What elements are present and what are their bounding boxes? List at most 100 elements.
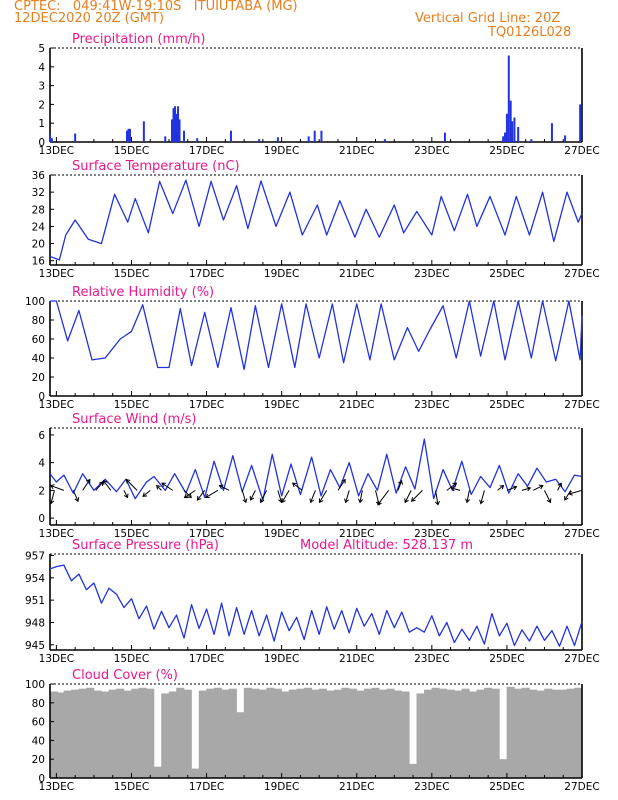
cloud-bar [176,687,185,778]
wind-vector-head [49,484,55,490]
wind-vector-head [398,479,403,485]
wind-vector-head [99,481,104,486]
precip-bar [550,123,553,142]
x-tick-label: 21DEC [339,145,374,157]
x-tick-label: 23DEC [414,145,449,157]
x-tick-label: 25DEC [489,781,524,793]
wind-vector [161,482,174,491]
cloud-bar [303,687,312,778]
cloud-bar [50,691,59,778]
x-tick-label: 21DEC [339,528,374,540]
x-tick-label: 27DEC [564,781,599,793]
cloud-bar [251,688,260,778]
wind-vector-head [538,484,544,490]
wind-vector-head [499,484,505,490]
cloud-bar [101,691,110,778]
cloud-bar [393,690,403,778]
x-tick-label: 17DEC [189,268,224,280]
y-tick-label: 4 [38,62,45,74]
wind-vector-head [450,486,456,492]
header-date-line: 12DEC2020 20Z (GMT) [14,11,165,26]
cloud-bar [333,689,343,778]
x-tick-label: 25DEC [489,399,524,411]
wind-vector [497,484,505,491]
wind-vector-head [142,492,148,497]
wind-vector [318,490,328,504]
wind-vector-head [249,495,255,501]
cloud-bar [273,688,282,778]
cloud-bar [56,692,65,778]
wind-vector [434,490,441,506]
series-line [49,179,583,261]
wind-vector-shaft [359,490,363,503]
y-tick-label: 957 [25,550,45,562]
wind-vector-head [526,486,532,492]
wind-vector-shaft [292,482,303,491]
y-tick-label: 16 [32,256,46,268]
wind-vector [479,490,485,505]
y-tick-label: 100 [25,296,45,308]
cloud-bar [206,688,215,778]
wind-vector-shaft [260,490,268,503]
wind-vector [218,484,230,491]
precip-bar [564,135,567,142]
wind-vector-head [86,478,91,484]
cloud-bar [461,688,470,778]
wind-vector-shaft [197,490,206,501]
wind-vector-head [218,484,224,490]
wind-vector [557,482,563,491]
panel-2: Surface Temperature (nC) 13DEC 15DEC 17DEC 1… [32,159,600,280]
panel-title: Surface Wind (m/s) [72,412,196,427]
cloud-bar [168,691,177,778]
precip-bar [49,134,51,142]
wind-vector-head [161,482,166,488]
x-tick-label: 19DEC [264,781,299,793]
cloud-bar [258,689,267,778]
cloud-bar [544,688,553,778]
x-tick-label: 21DEC [339,399,374,411]
x-tick-label: 25DEC [489,653,524,665]
model-altitude-label: Model Altitude: 528.137 m [300,538,473,553]
cloud-bar [138,687,147,778]
wind-vector-head [309,498,315,504]
cloud-bar [146,688,155,778]
wind-vector-head [187,493,192,499]
x-tick-label: 15DEC [114,528,149,540]
cloud-bar [326,690,335,778]
wind-vector-head [546,498,552,504]
wind-vector-shaft [95,481,104,491]
wind-vector [450,486,461,492]
wind-vector-head [318,498,324,504]
x-tick-label: 25DEC [489,145,524,157]
wind-vector-shaft [125,479,138,491]
cloud-bar [446,689,455,778]
wind-vector-shaft [183,490,192,498]
wind-vector-shaft [411,490,423,502]
precip-bar [307,136,310,142]
wind-vector-head [259,498,265,504]
x-tick-label: 23DEC [414,399,449,411]
panel-1: Precipitation (mm/h) 13DEC 15DEC 17DEC 19DEC… [38,32,599,157]
wind-vector-head [452,482,458,488]
cloud-bar [311,689,320,778]
wind-vector [358,490,364,504]
wind-vector [125,478,138,491]
x-tick-label: 15DEC [114,653,149,665]
x-tick-label: 15DEC [114,268,149,280]
wind-vector-head [479,499,485,505]
header-vertical-grid-note: Vertical Grid Line: 20Z [415,11,561,26]
wind-vector [344,490,350,504]
cloud-bar [318,688,327,778]
wind-vector-head [344,498,349,504]
cloud-bar [221,689,230,778]
wind-vector-shaft [205,489,219,498]
x-tick-label: 13DEC [39,268,74,280]
wind-vector [49,490,55,505]
cloud-bar [93,690,102,778]
panel-title: Relative Humidity (%) [72,285,214,300]
panel-6: Cloud Cover (%) 13DEC 15DEC 17DEC 19DEC 21DEC… [25,668,600,793]
precip-bar [196,138,199,142]
cloud-bar [153,766,162,778]
y-tick-label: 954 [25,573,45,585]
